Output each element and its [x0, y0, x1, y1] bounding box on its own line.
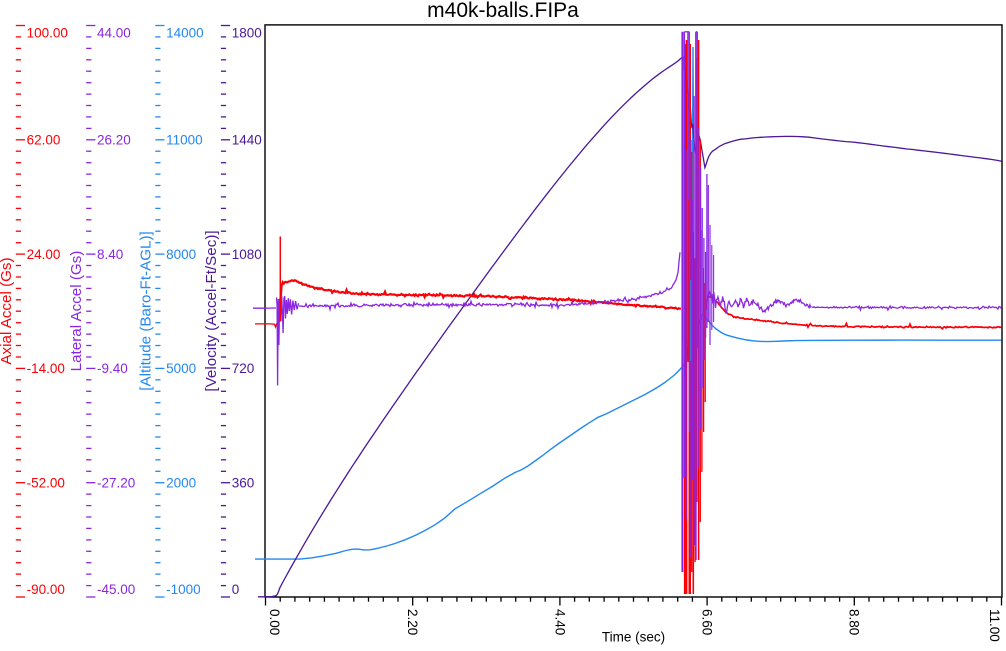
svg-text:11.00: 11.00	[987, 609, 1002, 642]
svg-text:-14.00: -14.00	[27, 361, 65, 376]
svg-text:14000: 14000	[166, 26, 204, 41]
svg-text:8000: 8000	[166, 247, 196, 262]
svg-text:-90.00: -90.00	[27, 582, 65, 597]
svg-text:720: 720	[232, 361, 255, 376]
svg-text:360: 360	[232, 476, 255, 491]
svg-text:6.60: 6.60	[700, 609, 715, 635]
svg-text:24.00: 24.00	[27, 247, 61, 262]
svg-text:1440: 1440	[232, 133, 262, 148]
svg-text:26.20: 26.20	[97, 133, 131, 148]
svg-text:-27.20: -27.20	[97, 476, 135, 491]
svg-text:100.00: 100.00	[27, 26, 68, 41]
svg-text:-9.40: -9.40	[97, 361, 128, 376]
svg-text:-45.00: -45.00	[97, 582, 135, 597]
svg-text:11000: 11000	[166, 133, 203, 148]
svg-text:2.20: 2.20	[405, 609, 420, 635]
svg-text:8.40: 8.40	[97, 247, 123, 262]
svg-text:4.40: 4.40	[552, 609, 567, 635]
svg-text:Time (sec): Time (sec)	[602, 630, 665, 645]
svg-text:Axial Accel (Gs): Axial Accel (Gs)	[0, 257, 15, 364]
svg-text:44.00: 44.00	[97, 26, 131, 41]
svg-text:-1000: -1000	[166, 582, 201, 597]
svg-text:8.80: 8.80	[847, 609, 862, 635]
svg-text:2000: 2000	[166, 476, 196, 491]
svg-text:m40k-balls.FIPa: m40k-balls.FIPa	[427, 0, 579, 22]
svg-text:1080: 1080	[232, 247, 262, 262]
svg-text:[Altitude (Baro-Ft-AGL)]: [Altitude (Baro-Ft-AGL)]	[137, 231, 154, 391]
svg-text:[Velocity (Accel-Ft/Sec)]: [Velocity (Accel-Ft/Sec)]	[203, 230, 220, 391]
svg-text:Lateral Accel (Gs): Lateral Accel (Gs)	[68, 251, 85, 372]
svg-text:-52.00: -52.00	[27, 476, 65, 491]
svg-text:0: 0	[232, 582, 240, 597]
svg-text:62.00: 62.00	[27, 133, 61, 148]
svg-text:5000: 5000	[166, 361, 196, 376]
svg-text:1800: 1800	[232, 26, 262, 41]
svg-text:0.00: 0.00	[267, 609, 282, 635]
